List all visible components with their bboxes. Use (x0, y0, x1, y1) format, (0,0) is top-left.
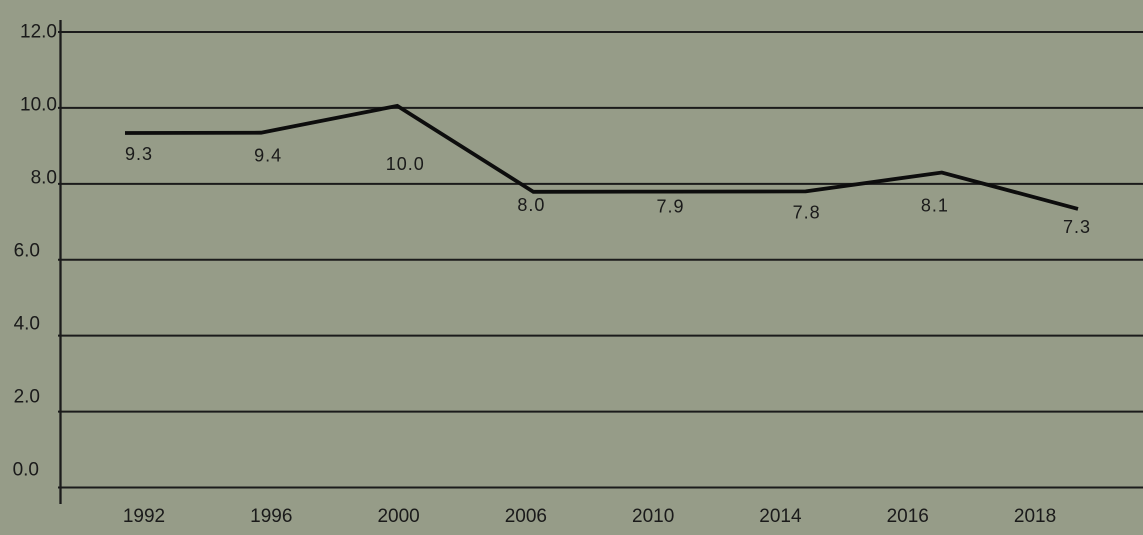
y-tick-label: 4.0 (14, 313, 40, 334)
x-tick-label: 2014 (759, 506, 802, 527)
y-tick-label: 8.0 (31, 167, 57, 188)
data-label: 8.0 (517, 195, 545, 215)
y-tick-label: 0.0 (13, 459, 39, 480)
x-tick-label: 2010 (632, 506, 674, 527)
y-tick-label: 10.0 (20, 95, 57, 116)
y-tick-label: 12.0 (20, 22, 57, 43)
data-label: 10.0 (386, 154, 425, 174)
x-tick-label: 2016 (887, 506, 929, 527)
data-label: 7.3 (1063, 217, 1091, 237)
data-label: 9.3 (125, 144, 153, 164)
x-tick-label: 2006 (505, 506, 547, 527)
y-tick-label: 6.0 (14, 240, 40, 261)
data-label: 9.4 (254, 146, 282, 166)
x-tick-label: 1996 (250, 506, 292, 527)
x-tick-label: 2000 (377, 506, 419, 527)
data-label: 8.1 (921, 196, 949, 216)
x-tick-label: 2018 (1014, 506, 1056, 527)
data-label: 7.8 (793, 202, 821, 222)
x-tick-label: 1992 (123, 506, 165, 527)
data-line (124, 103, 1079, 211)
data-label: 7.9 (657, 197, 685, 217)
y-tick-label: 2.0 (14, 386, 40, 407)
